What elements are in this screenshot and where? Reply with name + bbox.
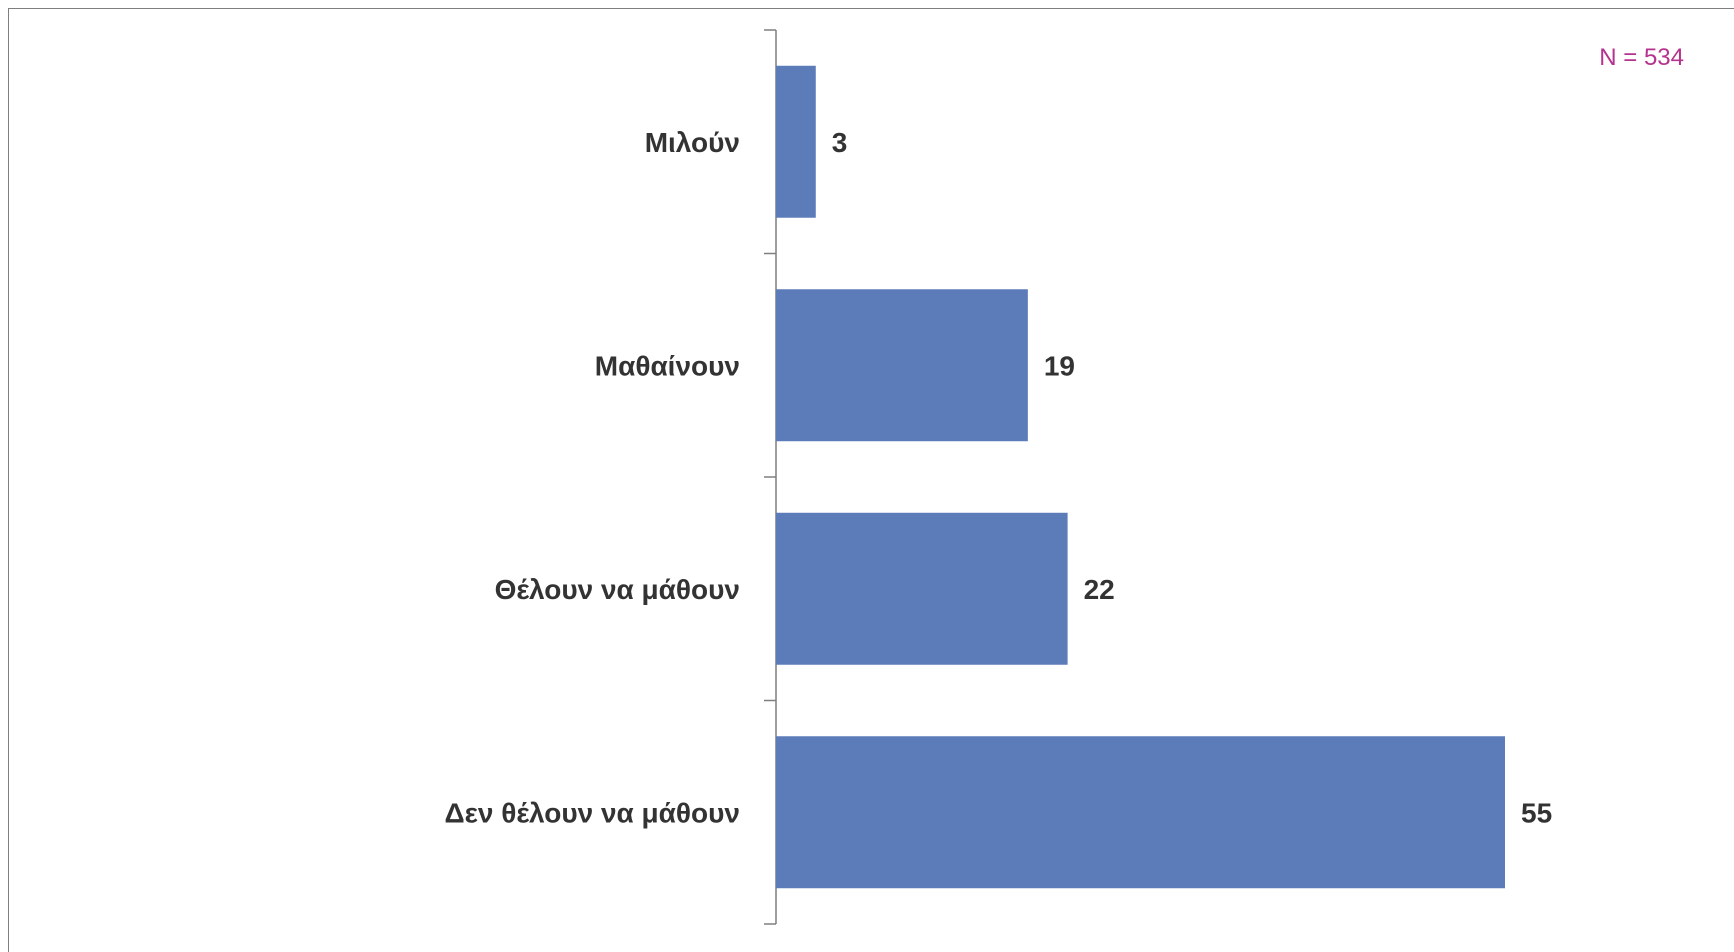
bars [776,65,1505,889]
data-label: 22 [1084,574,1115,605]
bar [776,65,816,218]
bar [776,512,1068,665]
data-label: 3 [832,127,848,158]
bar [776,289,1028,442]
bar [776,736,1505,889]
category-axis [764,29,777,925]
data-label: 19 [1044,350,1075,381]
category-label: Θέλουν να μάθουν [495,574,740,605]
labels: Μιλούν 3 Μαθαίνουν 19 Θέλουν να μάθουν 22 Δεν … [444,127,1552,829]
sample-size-note: N = 534 [1599,44,1684,71]
category-label: Μαθαίνουν [595,350,740,381]
category-label: Δεν θέλουν να μάθουν [444,797,740,828]
data-label: 55 [1521,797,1552,828]
category-label: Μιλούν [645,127,740,158]
